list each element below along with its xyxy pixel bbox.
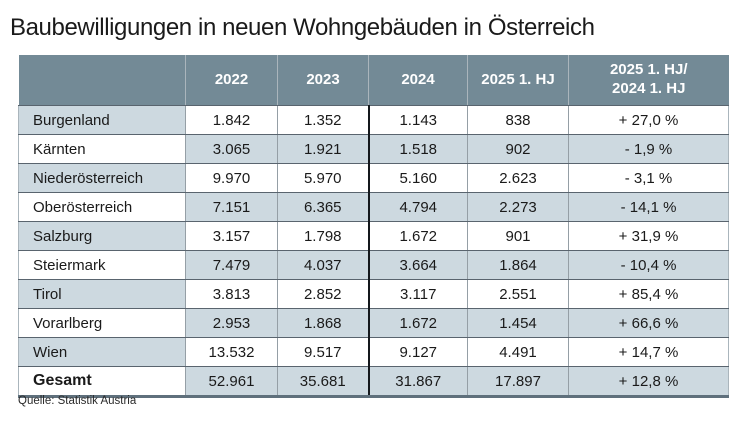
building-permits-table: 2022 2023 2024 2025 1. HJ 2025 1. HJ/ 2024 1…	[18, 55, 729, 398]
column-header: 2025 1. HJ	[467, 55, 569, 106]
column-header: 2023	[277, 55, 369, 106]
data-cell: 35.681	[277, 366, 369, 398]
data-cell: + 27,0 %	[568, 105, 729, 135]
row-label: Salzburg	[18, 221, 186, 251]
row-label: Kärnten	[18, 134, 186, 164]
data-cell: 5.970	[277, 163, 369, 193]
data-cell: + 85,4 %	[568, 279, 729, 309]
table-row: Vorarlberg 2.953 1.868 1.672 1.454 + 66,6 %	[18, 308, 729, 338]
column-header: 2025 1. HJ/ 2024 1. HJ	[568, 55, 729, 106]
table-row: Oberösterreich 7.151 6.365 4.794 2.273- 14,1…	[18, 192, 729, 222]
data-cell: 1.868	[277, 308, 369, 338]
data-cell: 9.970	[185, 163, 278, 193]
table-row: Kärnten 3.065 1.921 1.518 902- 1,9 %	[18, 134, 729, 164]
data-cell: 1.864	[467, 250, 569, 280]
data-cell: - 10,4 %	[568, 250, 729, 280]
row-label: Vorarlberg	[18, 308, 186, 338]
data-cell: 4.037	[277, 250, 369, 280]
data-cell: 1.352	[277, 105, 369, 135]
data-cell: 7.479	[185, 250, 278, 280]
data-cell: 6.365	[277, 192, 369, 222]
data-cell: 1.921	[277, 134, 369, 164]
data-cell: + 12,8 %	[568, 366, 729, 398]
data-cell: 3.157	[185, 221, 278, 251]
data-cell: 901	[467, 221, 569, 251]
data-cell: - 1,9 %	[568, 134, 729, 164]
data-cell: 1.672	[367, 308, 468, 338]
data-cell: - 14,1 %	[568, 192, 729, 222]
table-row: Wien 13.532 9.517 9.127 4.491 + 14,7 %	[18, 337, 729, 367]
data-cell: 4.491	[467, 337, 569, 367]
data-cell: 3.664	[367, 250, 468, 280]
data-cell: 52.961	[185, 366, 278, 398]
column-header: 2024	[368, 55, 468, 106]
source-note: Quelle: Statistik Austria	[18, 395, 137, 407]
data-cell: 838	[467, 105, 569, 135]
page-title: Baubewilligungen in neuen Wohngebäuden i…	[10, 14, 595, 41]
row-label: Tirol	[18, 279, 186, 309]
data-cell: 9.127	[367, 337, 468, 367]
data-cell: 3.813	[185, 279, 278, 309]
table-row: Salzburg 3.157 1.798 1.672 901 + 31,9 %	[18, 221, 729, 251]
data-cell: 2.551	[467, 279, 569, 309]
table-header: 2022 2023 2024 2025 1. HJ 2025 1. HJ/ 2024 1…	[18, 55, 729, 106]
row-label: Burgenland	[18, 105, 186, 135]
data-cell: + 14,7 %	[568, 337, 729, 367]
data-cell: + 31,9 %	[568, 221, 729, 251]
data-cell: 902	[467, 134, 569, 164]
table-row: Gesamt 52.961 35.681 31.867 17.897 + 12,8 %	[18, 366, 729, 398]
row-label: Niederösterreich	[18, 163, 186, 193]
table-row: Steiermark 7.479 4.037 3.664 1.864- 10,4 %	[18, 250, 729, 280]
data-cell: 1.518	[367, 134, 468, 164]
data-cell: 13.532	[185, 337, 278, 367]
row-label: Gesamt	[18, 366, 186, 398]
data-cell: 5.160	[367, 163, 468, 193]
data-cell: 3.065	[185, 134, 278, 164]
row-label: Steiermark	[18, 250, 186, 280]
data-cell: 4.794	[367, 192, 468, 222]
data-cell: 1.454	[467, 308, 569, 338]
header-row: 2022 2023 2024 2025 1. HJ 2025 1. HJ/ 2024 1…	[18, 55, 729, 106]
column-header: 2022	[185, 55, 278, 106]
table-row: Niederösterreich 9.970 5.970 5.160 2.623- 3,…	[18, 163, 729, 193]
data-cell: 3.117	[367, 279, 468, 309]
table-body: Burgenland 1.842 1.352 1.143 838 + 27,0 % Kärn…	[18, 105, 729, 398]
data-cell: 31.867	[367, 366, 468, 398]
data-cell: - 3,1 %	[568, 163, 729, 193]
data-cell: 2.623	[467, 163, 569, 193]
data-cell: 2.852	[277, 279, 369, 309]
row-label: Wien	[18, 337, 186, 367]
data-cell: 1.143	[367, 105, 468, 135]
data-cell: 7.151	[185, 192, 278, 222]
data-cell: 17.897	[467, 366, 569, 398]
data-cell: 1.798	[277, 221, 369, 251]
table-row: Tirol 3.813 2.852 3.117 2.551 + 85,4 %	[18, 279, 729, 309]
column-header-empty	[18, 55, 186, 106]
row-label: Oberösterreich	[18, 192, 186, 222]
data-cell: 1.672	[367, 221, 468, 251]
data-cell: 2.273	[467, 192, 569, 222]
data-cell: 1.842	[185, 105, 278, 135]
data-cell: + 66,6 %	[568, 308, 729, 338]
table-row: Burgenland 1.842 1.352 1.143 838 + 27,0 %	[18, 105, 729, 135]
data-cell: 2.953	[185, 308, 278, 338]
data-cell: 9.517	[277, 337, 369, 367]
